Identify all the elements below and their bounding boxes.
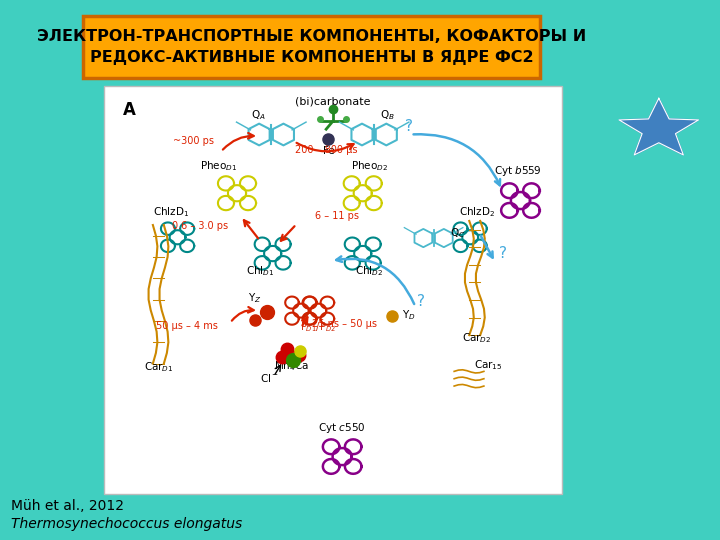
Text: Q$_A$: Q$_A$ <box>251 109 266 123</box>
Text: Q$_C$: Q$_C$ <box>449 226 465 240</box>
Text: Y$_Z$: Y$_Z$ <box>248 292 261 306</box>
Text: ЭЛЕКТРОН-ТРАНСПОРТНЫЕ КОМПОНЕНТЫ, КОФАКТОРЫ И
РЕДОКС-АКТИВНЫЕ КОМПОНЕНТЫ В ЯДРЕ : ЭЛЕКТРОН-ТРАНСПОРТНЫЕ КОМПОНЕНТЫ, КОФАКТ… <box>37 29 586 65</box>
Text: Cl$^-$: Cl$^-$ <box>261 372 279 383</box>
Text: Müh et al., 2012: Müh et al., 2012 <box>11 500 124 514</box>
Text: Q$_B$: Q$_B$ <box>380 109 395 123</box>
Text: Y$_D$: Y$_D$ <box>402 308 416 322</box>
FancyBboxPatch shape <box>104 86 562 494</box>
Text: 6 – 11 ps: 6 – 11 ps <box>315 211 359 221</box>
Text: Fe: Fe <box>323 145 334 156</box>
Text: ?: ? <box>405 119 413 134</box>
Text: Cyt $b$559: Cyt $b$559 <box>494 164 542 178</box>
Text: ~300 ps: ~300 ps <box>173 136 214 146</box>
Text: ChlzD$_2$: ChlzD$_2$ <box>459 205 495 219</box>
Text: Pheo$_{D2}$: Pheo$_{D2}$ <box>351 159 388 173</box>
Text: Car$_{15}$: Car$_{15}$ <box>474 359 503 372</box>
Text: 200 – 800 µs: 200 – 800 µs <box>295 145 357 155</box>
Text: 25 ns – 50 µs: 25 ns – 50 µs <box>312 319 377 329</box>
Text: Pheo$_{D1}$: Pheo$_{D1}$ <box>200 159 238 173</box>
Text: ?: ? <box>417 294 425 309</box>
Text: Car$_{D1}$: Car$_{D1}$ <box>143 360 173 374</box>
Text: 0.6 – 3.0 ps: 0.6 – 3.0 ps <box>172 221 228 231</box>
Text: Cyt $c$550: Cyt $c$550 <box>318 421 366 435</box>
Text: Chl$_{D2}$: Chl$_{D2}$ <box>356 264 384 278</box>
Text: Thermosynechococcus elongatus: Thermosynechococcus elongatus <box>11 517 242 531</box>
Text: ChlzD$_1$: ChlzD$_1$ <box>153 205 189 219</box>
Text: A: A <box>122 100 135 119</box>
Text: P$_{D1}$/P$_{D2}$: P$_{D1}$/P$_{D2}$ <box>300 320 336 334</box>
Polygon shape <box>619 98 698 155</box>
Text: Car$_{D2}$: Car$_{D2}$ <box>462 331 492 345</box>
Text: Mn$_4$Ca: Mn$_4$Ca <box>274 359 310 373</box>
Text: ?: ? <box>499 246 507 261</box>
Text: (bi)carbonate: (bi)carbonate <box>295 97 371 106</box>
Text: Chl$_{D1}$: Chl$_{D1}$ <box>246 264 274 278</box>
Text: 50 µs – 4 ms: 50 µs – 4 ms <box>156 321 217 331</box>
FancyBboxPatch shape <box>83 16 540 78</box>
